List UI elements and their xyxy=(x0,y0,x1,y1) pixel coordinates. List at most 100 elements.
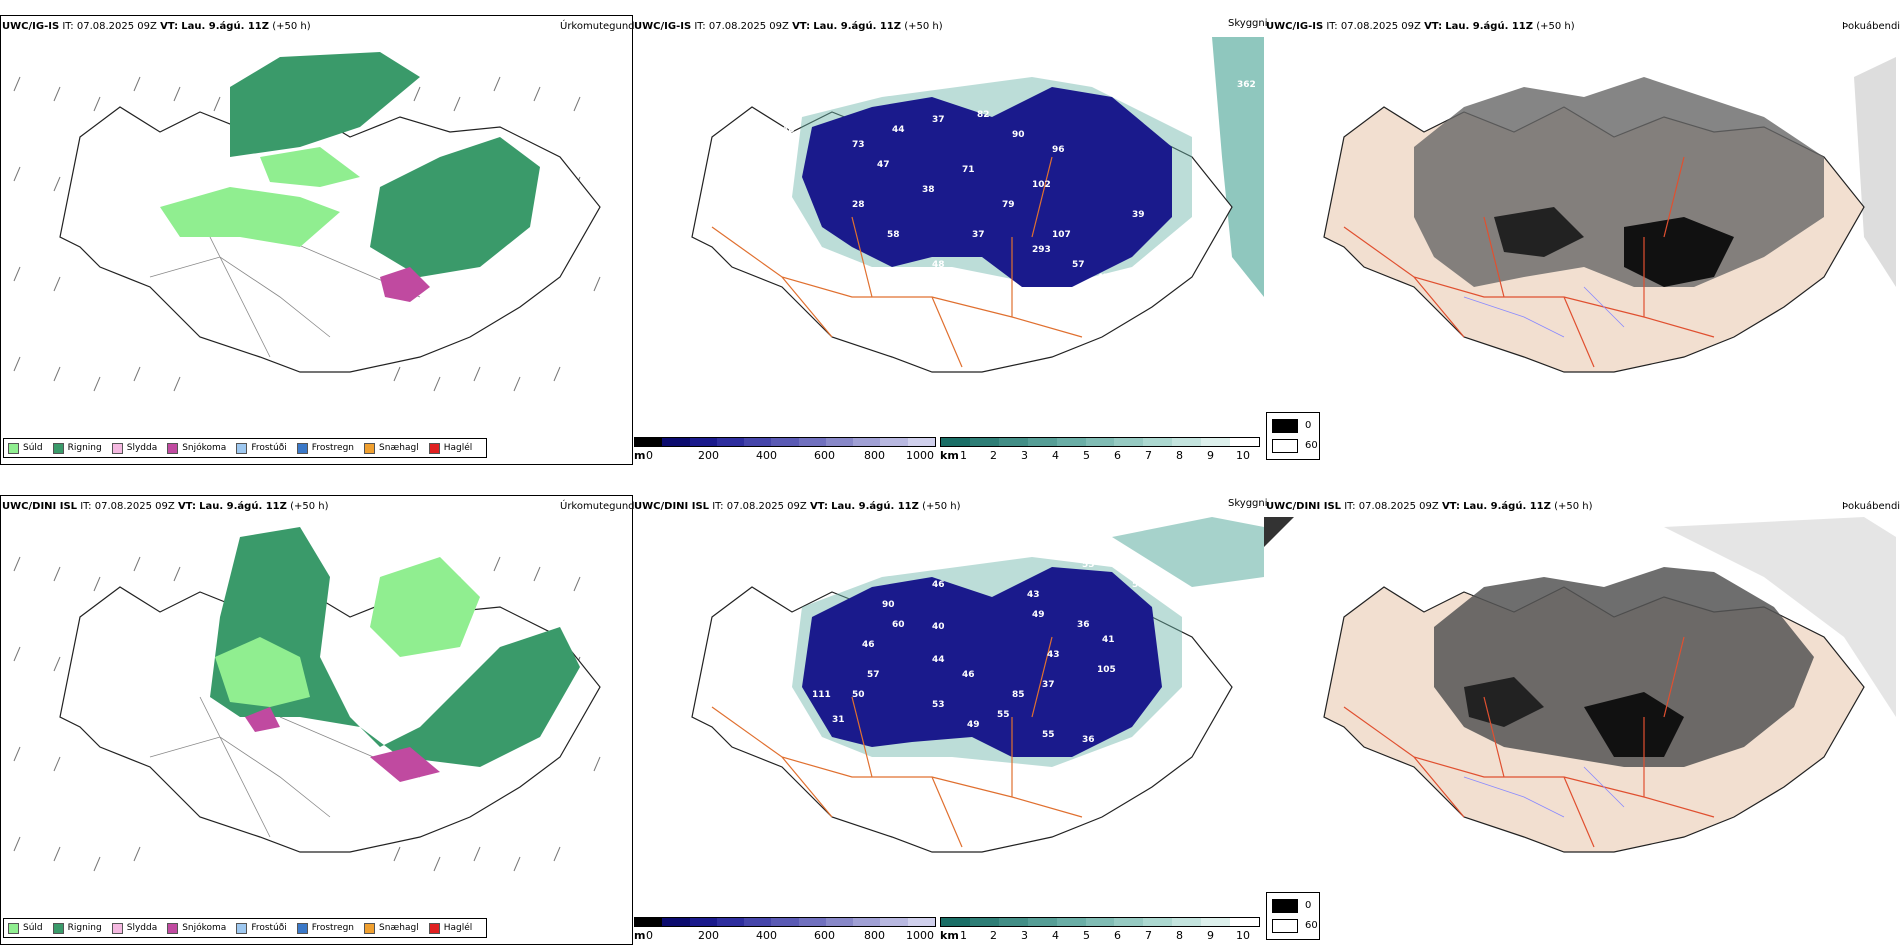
legend-item-snjokoma: Snjókoma xyxy=(167,922,226,934)
visibility-tick: 2 xyxy=(990,449,997,462)
visibility-tick: 1 xyxy=(960,929,967,942)
visibility-tick: 4 xyxy=(1052,449,1059,462)
legend-item-rigning: Rigning xyxy=(52,442,102,454)
svg-text:107: 107 xyxy=(1052,230,1071,240)
ceiling-tick: 800 xyxy=(864,449,885,462)
drizzle-area xyxy=(215,637,310,707)
svg-text:90: 90 xyxy=(1012,130,1025,140)
legend-item-sudl: Súld xyxy=(8,442,43,454)
visibility-colorbar: km 1 2 3 4 5 6 7 8 9 10 xyxy=(940,437,1260,467)
vt-value: Lau. 9.ágú. 11Z xyxy=(831,501,919,512)
rivers xyxy=(1463,766,1625,818)
legend-item-sudl: Súld xyxy=(8,922,43,934)
legend-swatch xyxy=(296,442,308,454)
vt-label: VT: xyxy=(792,21,811,32)
panel-header: UWC/IG-IS IT: 07.08.2025 09Z VT: Lau. 9.… xyxy=(2,21,311,32)
ceiling-tick: 0 xyxy=(646,929,653,942)
ceiling-unit: m xyxy=(634,929,646,942)
svg-text:47: 47 xyxy=(877,160,890,170)
ceiling-visibility-panel-row1: UWC/IG-IS IT: 07.08.2025 09Z VT: Lau. 9.… xyxy=(632,15,1268,467)
precip-frame xyxy=(0,15,633,465)
legend-item-snaehagl: Snæhagl xyxy=(364,442,419,454)
fog-legend: 0 60 xyxy=(1266,412,1320,460)
ceiling-tick: 400 xyxy=(756,929,777,942)
fog-swatch-light xyxy=(1272,439,1298,453)
fog-shading-ne xyxy=(1854,57,1896,287)
legend-item-haglel: Haglél xyxy=(428,922,472,934)
precip-panel-row2: UWC/DINI ISL IT: 07.08.2025 09Z VT: Lau.… xyxy=(0,495,635,945)
legend-item-snaehagl: Snæhagl xyxy=(364,922,419,934)
it-label: IT: xyxy=(1326,21,1338,32)
panel-header: UWC/DINI ISL IT: 07.08.2025 09Z VT: Lau.… xyxy=(2,501,329,512)
visibility-tick: 1 xyxy=(960,449,967,462)
vt-label: VT: xyxy=(177,501,196,512)
lead-time: (+50 h) xyxy=(904,21,943,32)
road-network xyxy=(711,636,1083,848)
fog-tick: 60 xyxy=(1305,440,1318,451)
svg-text:48: 48 xyxy=(782,125,795,135)
precip-panel-row1: UWC/IG-IS IT: 07.08.2025 09Z VT: Lau. 9.… xyxy=(0,15,635,465)
legend-item-frostregn: Frostregn xyxy=(296,922,354,934)
model-name: UWC/DINI ISL xyxy=(1266,501,1342,512)
rain-area-east xyxy=(370,137,540,277)
precip-map xyxy=(13,527,601,872)
svg-text:28: 28 xyxy=(852,200,865,210)
drizzle-area-2 xyxy=(260,147,360,187)
rivers xyxy=(1463,286,1625,338)
ceiling-tick: 800 xyxy=(864,929,885,942)
visibility-colorbar-gradient xyxy=(940,917,1260,927)
model-name: UWC/IG-IS xyxy=(1266,21,1324,32)
svg-text:43: 43 xyxy=(1047,650,1060,660)
panel-title: Úrkomutegund xyxy=(560,501,635,512)
legend-item-rigning: Rigning xyxy=(52,922,102,934)
road-network xyxy=(1343,636,1715,848)
svg-text:58: 58 xyxy=(887,230,900,240)
vt-value: Lau. 9.ágú. 11Z xyxy=(199,501,287,512)
legend-swatch xyxy=(111,442,123,454)
lead-time: (+50 h) xyxy=(922,501,961,512)
svg-text:293: 293 xyxy=(1032,245,1051,255)
panel-title: Þokuábendi xyxy=(1842,501,1900,512)
svg-text:43: 43 xyxy=(1027,590,1040,600)
svg-text:96: 96 xyxy=(1052,145,1065,155)
legend-swatch xyxy=(167,442,179,454)
lead-time: (+50 h) xyxy=(1536,21,1575,32)
visibility-tick: 6 xyxy=(1114,929,1121,942)
precip-map xyxy=(13,52,601,392)
drizzle-area xyxy=(160,187,340,247)
panel-title: Úrkomutegund xyxy=(560,21,635,32)
ceiling-tick: 1000 xyxy=(906,929,934,942)
panel-header: UWC/IG-IS IT: 07.08.2025 09Z VT: Lau. 9.… xyxy=(634,21,943,32)
svg-text:57: 57 xyxy=(1072,260,1085,270)
svg-text:57: 57 xyxy=(867,670,880,680)
svg-text:37: 37 xyxy=(807,735,820,745)
ceiling-colorbar: m 0 200 400 600 800 1000 xyxy=(634,917,936,947)
lead-time: (+50 h) xyxy=(1554,501,1593,512)
svg-text:48: 48 xyxy=(932,260,945,270)
lead-time: (+50 h) xyxy=(272,21,311,32)
ceiling-unit: m xyxy=(634,449,646,462)
ceiling-map: 46 43 55 53 90 49 36 60 40 46 41 43 44 4… xyxy=(691,517,1264,853)
legend-item-snjokoma: Snjókoma xyxy=(167,442,226,454)
legend-item-slydda: Slydda xyxy=(111,442,157,454)
legend-swatch xyxy=(428,922,440,934)
visibility-unit: km xyxy=(940,929,959,942)
svg-text:82: 82 xyxy=(977,110,990,120)
vt-label: VT: xyxy=(809,501,828,512)
visibility-colorbar-gradient xyxy=(940,437,1260,447)
visibility-tick: 4 xyxy=(1052,929,1059,942)
fog-swatch-light xyxy=(1272,919,1298,933)
svg-text:41: 41 xyxy=(1102,635,1115,645)
ceiling-colorbar-gradient xyxy=(634,917,936,927)
snow-area xyxy=(380,267,430,302)
svg-text:37: 37 xyxy=(1042,680,1055,690)
ceiling-tick: 400 xyxy=(756,449,777,462)
fog-shading-nw xyxy=(1264,517,1294,547)
svg-text:37: 37 xyxy=(932,115,945,125)
visibility-area-ne xyxy=(1112,517,1264,587)
it-value: 07.08.2025 09Z xyxy=(726,501,807,512)
ceiling-tick: 600 xyxy=(814,449,835,462)
svg-text:53: 53 xyxy=(1132,580,1145,590)
legend-swatch xyxy=(8,442,19,454)
visibility-tick: 7 xyxy=(1145,449,1152,462)
